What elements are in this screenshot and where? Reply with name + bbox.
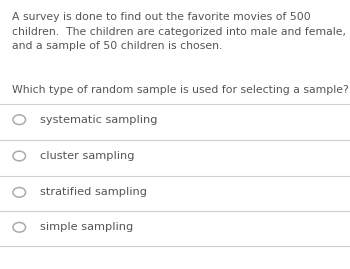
Text: simple sampling: simple sampling xyxy=(40,222,133,232)
Text: Which type of random sample is used for selecting a sample?: Which type of random sample is used for … xyxy=(12,85,349,95)
Text: systematic sampling: systematic sampling xyxy=(40,115,158,125)
Text: stratified sampling: stratified sampling xyxy=(40,187,147,197)
Text: cluster sampling: cluster sampling xyxy=(40,151,135,161)
Text: A survey is done to find out the favorite movies of 500
children.  The children : A survey is done to find out the favorit… xyxy=(12,12,346,51)
